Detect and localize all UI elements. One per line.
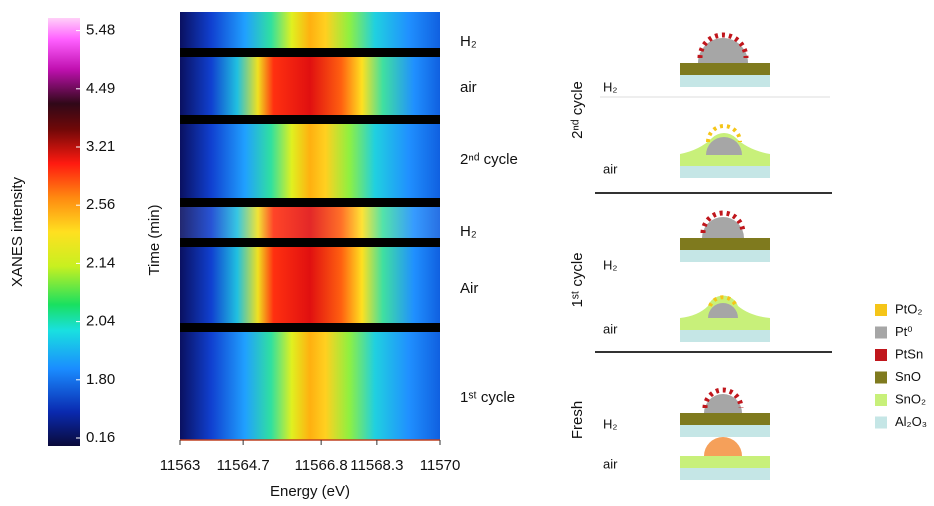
legend-label: Pt⁰ (895, 324, 913, 339)
band-label: 1ˢᵗ cycle (460, 389, 515, 406)
legend-swatch (875, 326, 887, 339)
legend-label: Al₂O₃ (895, 414, 927, 429)
colorbar-tick-label: 4.49 (86, 80, 115, 97)
heatmap (180, 12, 440, 440)
legend-label: SnO₂ (895, 391, 926, 406)
condition-label: air (603, 456, 618, 471)
legend-label: PtSn (895, 346, 923, 361)
legend-swatch (875, 416, 887, 429)
schematic (595, 32, 832, 480)
colorbar-tick-label: 1.80 (86, 371, 115, 388)
stage-label: 2ⁿᵈ cycle (569, 81, 586, 139)
legend-swatch (875, 394, 887, 406)
legend-label: SnO (895, 369, 921, 384)
colorbar (48, 18, 80, 446)
legend-swatch (875, 304, 887, 316)
colorbar-tick-label: 3.21 (86, 138, 115, 155)
colorbar-tick-label: 2.14 (86, 254, 115, 271)
x-tick-label: 11563 (160, 457, 201, 474)
condition-label: air (603, 321, 618, 336)
condition-label: H₂ (603, 79, 617, 94)
stage-label: Fresh (569, 401, 586, 439)
x-tick-label: 11566.8 (295, 457, 348, 474)
legend-swatch (875, 371, 887, 384)
x-tick-label: 11570 (420, 457, 461, 474)
legend-label: PtO₂ (895, 301, 922, 316)
band-label: H₂ (460, 223, 477, 240)
colorbar-label: XANES intensity (9, 176, 26, 287)
band-label: Air (460, 280, 478, 297)
x-axis-label: Energy (eV) (270, 483, 350, 500)
band-label: 2ⁿᵈ cycle (460, 151, 518, 168)
colorbar-tick-label: 2.56 (86, 196, 115, 213)
condition-label: H₂ (603, 416, 617, 431)
colorbar-tick-label: 2.04 (86, 313, 115, 330)
condition-label: H₂ (603, 257, 617, 272)
band-label: H₂ (460, 33, 477, 50)
y-axis-label: Time (min) (146, 204, 163, 275)
stage-label: 1ˢᵗ cycle (569, 252, 586, 307)
legend-swatch (875, 349, 887, 361)
x-tick-label: 11564.7 (217, 457, 270, 474)
colorbar-tick-label: 5.48 (86, 22, 115, 39)
condition-label: air (603, 161, 618, 176)
band-label: air (460, 79, 477, 96)
x-tick-label: 11568.3 (350, 457, 403, 474)
colorbar-tick-label: 0.16 (86, 429, 115, 446)
